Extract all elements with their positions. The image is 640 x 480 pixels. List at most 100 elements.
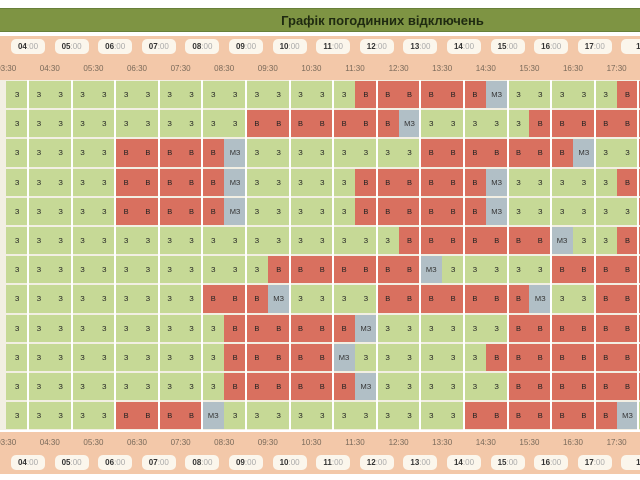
schedule-cell: В [551,256,573,284]
schedule-cell: З [49,285,72,313]
half-hour-label: 07:30 [170,64,191,73]
schedule-cell: З [137,314,159,342]
schedule-cell: В [376,197,399,225]
hour-label: 14:00 [447,455,481,470]
schedule-cell: В [616,256,639,284]
schedule-cell: З [71,81,94,109]
hour-label-minutes: :00 [462,458,475,467]
schedule-cell: З [420,343,443,371]
half-hour-label: 17:30 [606,438,627,447]
schedule-cell: З [573,168,595,196]
schedule-cell: В [616,373,639,401]
schedule-cell: З [49,110,72,138]
schedule-cell: В [267,314,290,342]
schedule-cell: З [93,139,116,167]
schedule-cell: З [551,81,573,109]
schedule-cell: В [464,227,486,255]
half-hour-label: 15:30 [519,64,540,73]
schedule-cell: З [6,139,28,167]
schedule-cell: З [355,285,377,313]
schedule-cell: З [202,227,225,255]
half-hour-label: 04:30 [39,64,60,73]
schedule-cell: З [616,139,639,167]
hour-label: 07:00 [141,39,176,54]
schedule-cell: З [464,373,486,401]
schedule-cell: МЗ [355,373,377,401]
schedule-cell: З [180,81,203,109]
schedule-cell: З [158,314,181,342]
schedule-cell: З [93,81,116,109]
schedule-cell: З [6,81,28,109]
schedule-cell: З [158,343,181,371]
hour-divider [70,80,73,430]
schedule-cell: В [573,343,595,371]
schedule-cell: В [442,139,464,167]
schedule-cell: З [573,285,595,313]
schedule-cell: З [202,110,225,138]
schedule-cell: В [616,343,639,371]
schedule-cell: З [529,168,552,196]
schedule-cell: З [71,110,94,138]
schedule-cell: В [355,81,377,109]
schedule-cell: З [246,197,268,225]
schedule-cell: В [420,197,443,225]
schedule-cell: В [115,197,137,225]
schedule-cell: В [551,402,573,430]
schedule-cell: МЗ [485,168,508,196]
schedule-cell: З [71,139,94,167]
schedule-cell: В [115,402,137,430]
schedule-cell: З [333,139,355,167]
schedule-cell: З [267,139,290,167]
schedule-cell: З [507,81,530,109]
half-hour-label: 06:30 [126,438,148,447]
schedule-cell: З [442,314,464,342]
schedule-cell: З [93,285,116,313]
schedule-cell: З [398,402,421,430]
schedule-cell: В [180,402,203,430]
schedule-cell: З [180,343,203,371]
hour-label-hour: 10 [279,458,289,467]
schedule-cell: З [28,197,50,225]
hour-label-hour: 07 [148,458,158,467]
hour-label-minutes: :00 [244,42,257,51]
schedule-cell: З [485,373,508,401]
schedule-cell: В [180,139,203,167]
page-title: Графік погодинних відключень [281,13,484,28]
schedule-cell: З [137,285,159,313]
hour-label: 11:00 [316,455,351,470]
schedule-cell: З [137,256,159,284]
schedule-cell: В [594,402,617,430]
schedule-cell: З [71,285,94,313]
schedule-cell: МЗ [224,197,246,225]
schedule-cell: З [355,343,377,371]
schedule-cell: МЗ [616,402,639,430]
schedule-cell: В [507,314,530,342]
half-hour-label: 15:30 [519,438,540,447]
schedule-cell: З [49,373,72,401]
schedule-cell: З [376,373,399,401]
schedule-cell: З [573,197,595,225]
schedule-cell: В [616,227,639,255]
hour-label: 05:00 [54,455,89,470]
hour-label-minutes: :00 [157,458,169,467]
schedule-cell: З [420,373,443,401]
hour-label-hour: 15 [497,458,507,467]
schedule-cell: З [28,285,50,313]
hour-divider [114,80,117,430]
schedule-cell: З [115,256,137,284]
schedule-cell: В [289,256,312,284]
schedule-cell: В [464,168,486,196]
schedule-cell: В [507,343,530,371]
hour-label-minutes: :00 [114,458,126,467]
hour-label: 16:00 [534,455,569,470]
hour-label: 1 [621,39,640,54]
schedule-cell: З [289,285,312,313]
hour-label-hour: 16 [541,458,551,467]
schedule-cell: З [376,402,399,430]
schedule-cell: З [376,227,399,255]
schedule-cell: В [311,256,334,284]
schedule-cell: З [115,81,137,109]
schedule-cell: В [137,168,159,196]
schedule-cell: В [398,197,421,225]
schedule-cell: З [6,314,28,342]
